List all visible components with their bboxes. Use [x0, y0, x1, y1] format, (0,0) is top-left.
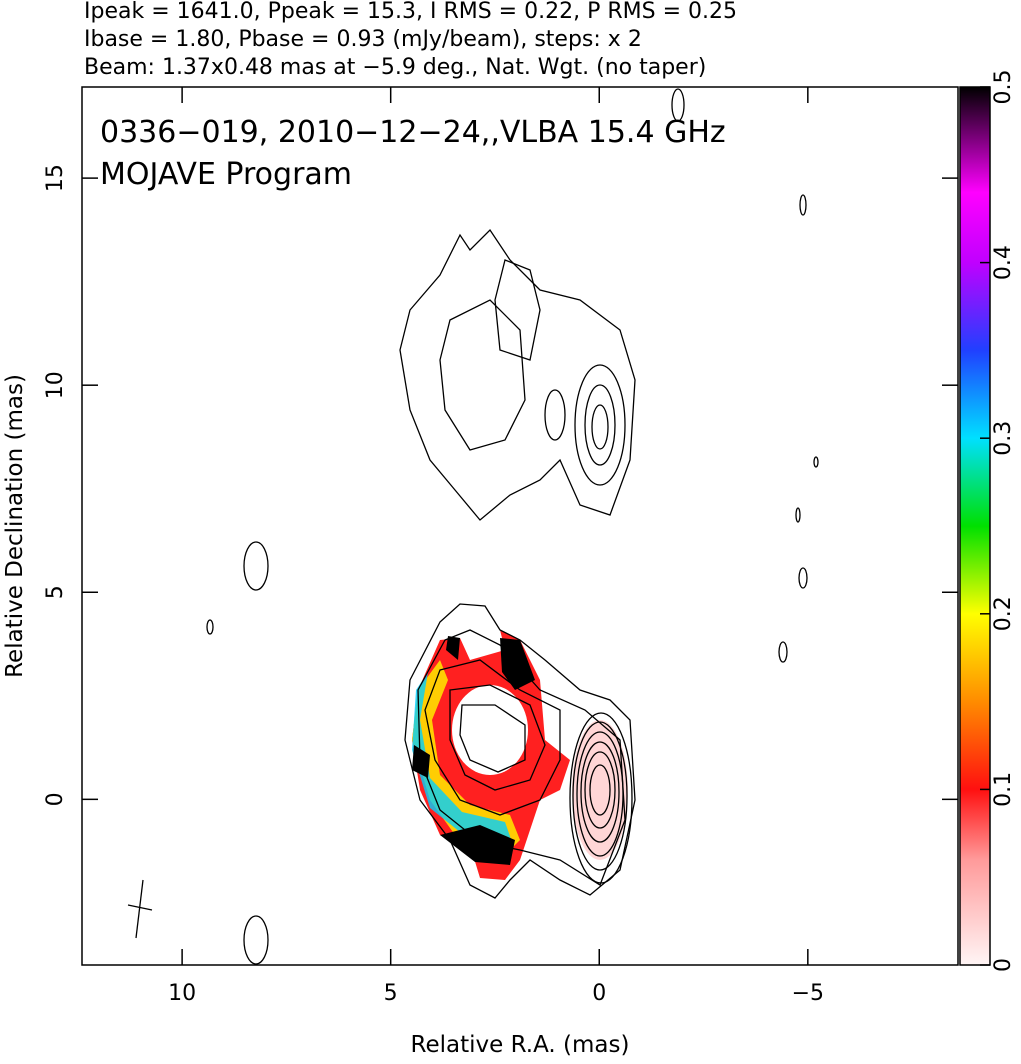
pol-fill [452, 685, 528, 775]
colorbar-tick-label: 0.5 [991, 70, 1016, 105]
annotation: 0336−019, 2010−12−24,,VLBA 15.4 GHz [100, 115, 726, 150]
colorbar [959, 86, 991, 966]
annotation: MOJAVE Program [100, 157, 352, 192]
x-tick-label: −5 [792, 981, 824, 1006]
y-axis-label: Relative Declination (mas) [2, 374, 28, 678]
x-axis-label: Relative R.A. (mas) [411, 1032, 630, 1058]
header-line: Ibase = 1.80, Pbase = 0.93 (mJy/beam), s… [84, 27, 642, 52]
y-tick-label: 15 [43, 164, 68, 192]
colorbar-tick-label: 0.3 [991, 421, 1016, 456]
x-tick-label: 10 [168, 981, 196, 1006]
colorbar-tick-label: 0.1 [991, 772, 1016, 807]
y-tick-label: 5 [43, 585, 68, 599]
colorbar-tick-label: 0 [991, 958, 1016, 972]
pol-fill [440, 825, 515, 865]
colorbar-tick-label: 0.2 [991, 596, 1016, 631]
image [127, 88, 819, 965]
y-tick-label: 0 [43, 792, 68, 806]
y-tick-label: 10 [43, 371, 68, 399]
colorbar-tick-label: 0.4 [991, 245, 1016, 280]
header-line: Ipeak = 1641.0, Ppeak = 15.3, I RMS = 0.… [84, 0, 737, 24]
pol-fill [412, 672, 512, 842]
plot-frame [81, 86, 959, 966]
contours [127, 88, 819, 965]
x-tick-label: 0 [592, 981, 606, 1006]
header-line: Beam: 1.37x0.48 mas at −5.9 deg., Nat. W… [84, 55, 706, 80]
x-tick-label: 5 [384, 981, 398, 1006]
pol-fill [446, 636, 460, 660]
